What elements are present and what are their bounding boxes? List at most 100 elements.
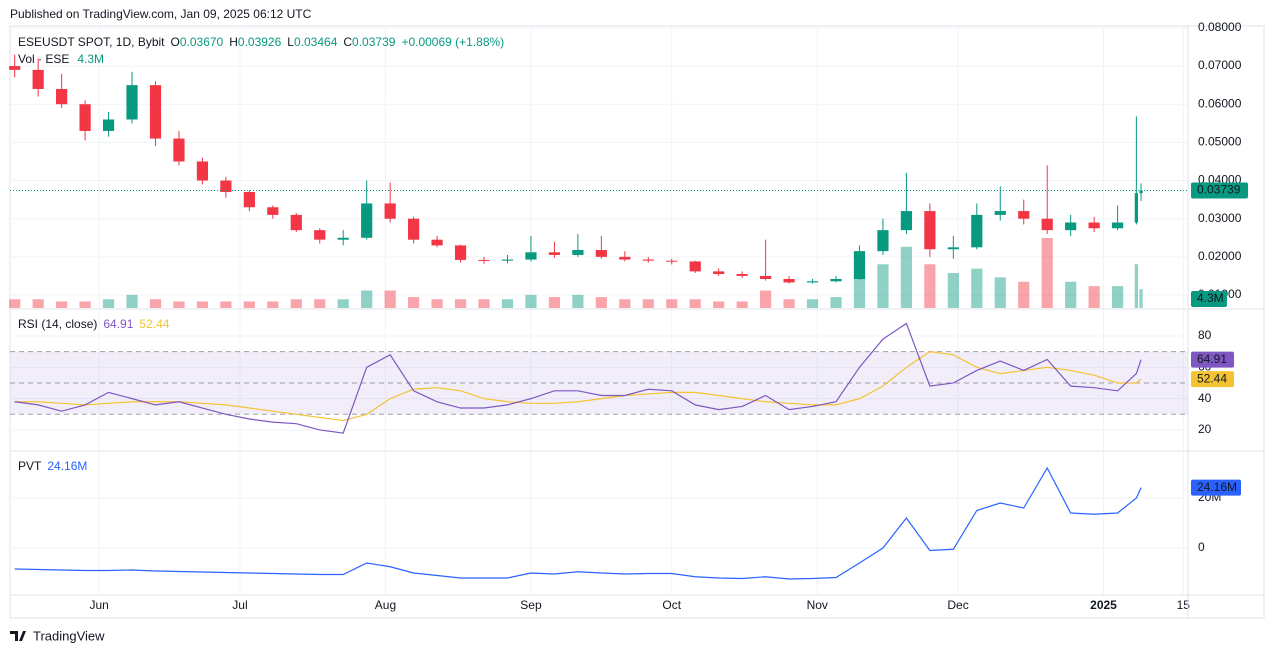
volume-bar (713, 301, 725, 308)
volume-bar (173, 301, 185, 308)
candle-body (595, 249, 607, 257)
y-tick-label: 0.03000 (1198, 211, 1242, 225)
x-tick-label: 2025 (1090, 598, 1117, 612)
candle-body (830, 278, 842, 282)
candle-body (314, 230, 326, 240)
candle-body (1041, 218, 1053, 231)
volume-bar (290, 299, 302, 308)
y-tick-label: 20 (1198, 422, 1212, 436)
volume-bar (314, 299, 326, 308)
volume-bar (384, 290, 396, 308)
volume-bar (126, 294, 138, 308)
candle-body (173, 138, 185, 162)
candle-body (760, 275, 772, 279)
volume-bar (361, 290, 373, 308)
volume-bar (9, 299, 21, 308)
candle-body (9, 66, 21, 70)
volume-bar (971, 268, 983, 308)
volume-bar (619, 299, 631, 308)
candle-body (408, 218, 420, 240)
last-value-label-box (1191, 371, 1234, 388)
volume-bar (525, 294, 537, 308)
last-value-label: 52.44 (1191, 371, 1234, 388)
volume-label-box (1191, 291, 1227, 307)
series-line (14, 351, 1142, 422)
candle-body (689, 261, 701, 272)
volume-bar (853, 273, 866, 308)
x-tick-label: 15 (1177, 598, 1191, 612)
volume-bar (783, 299, 795, 308)
candle-body (947, 247, 959, 250)
y-tick-label: 0.07000 (1198, 58, 1242, 72)
volume-bar (1139, 289, 1143, 308)
volume-bar (1134, 264, 1139, 308)
candle-body (572, 249, 584, 255)
volume-bar (243, 301, 255, 308)
volume-bar (337, 299, 349, 308)
candle-body (1134, 193, 1139, 223)
candle-body (877, 230, 889, 252)
volume-bar (32, 299, 44, 308)
candle-body (642, 259, 654, 261)
candle-body (337, 237, 349, 240)
x-tick-label: Aug (375, 598, 396, 612)
x-tick-label: Jun (89, 598, 108, 612)
candle-body (361, 203, 373, 238)
ohlc-key: C (343, 35, 352, 49)
candle-body (1018, 211, 1030, 219)
volume-bar (454, 299, 467, 308)
last-value-label-text: 64.91 (1197, 352, 1227, 366)
axes: JunJulAugSepOctNovDec2025150.010000.0200… (10, 20, 1264, 618)
candle-body (713, 271, 725, 275)
pane-title: PVT (18, 459, 42, 473)
brand-logo (10, 631, 26, 641)
candle-body (243, 191, 255, 208)
volume-bar (642, 299, 654, 308)
candle-body (478, 259, 490, 261)
legend-value: 52.44 (139, 317, 169, 331)
x-tick-label: Jul (232, 598, 247, 612)
volume-bar (760, 290, 772, 308)
volume-bar (501, 299, 514, 308)
candle-body (783, 278, 795, 283)
volume-legend: Vol · ESE 4.3M (18, 52, 104, 66)
pane-legend: RSI (14, close) 64.91 52.44 (18, 317, 170, 331)
volume-bar (900, 246, 913, 308)
volume-bar (408, 297, 420, 308)
ohlc-value: 0.03739 (352, 35, 396, 49)
pane-legend: PVT 24.16M (18, 459, 87, 473)
candle-body (853, 251, 866, 279)
candle-body (431, 239, 443, 246)
y-tick-label: 0.05000 (1198, 135, 1242, 149)
y-tick-label: 0 (1198, 540, 1205, 554)
change: +0.00069 (+1.88%) (401, 35, 504, 49)
candle-body (220, 180, 232, 192)
candle-body (196, 161, 209, 181)
volume-bar (736, 301, 748, 308)
y-tick-label: 40 (1198, 391, 1212, 405)
volume-bar (1041, 238, 1053, 308)
last-value-label-text: 52.44 (1197, 371, 1227, 385)
volume-label: 4.3M (1191, 291, 1227, 307)
volume-value: 4.3M (77, 52, 104, 66)
candle-body (619, 256, 631, 260)
candle-body (149, 85, 162, 139)
volume-bar (1088, 286, 1100, 308)
candle-body (1112, 222, 1124, 229)
symbol-title: ESEUSDT SPOT, 1D, Bybit (18, 35, 165, 49)
volume-bar (196, 301, 209, 308)
volume-bar (830, 297, 842, 308)
x-tick-label: Nov (807, 598, 828, 612)
y-tick-label: 0.08000 (1198, 20, 1242, 34)
candle-body (102, 119, 115, 131)
legend-value: 24.16M (47, 459, 87, 473)
ohlc-key: H (229, 35, 238, 49)
volume-bar (149, 299, 162, 308)
candle-body (548, 252, 561, 255)
candle-body (994, 211, 1006, 215)
volume-bar (267, 301, 279, 308)
candle-body (454, 245, 467, 260)
candle-body (290, 214, 302, 231)
candle-body (971, 214, 983, 248)
